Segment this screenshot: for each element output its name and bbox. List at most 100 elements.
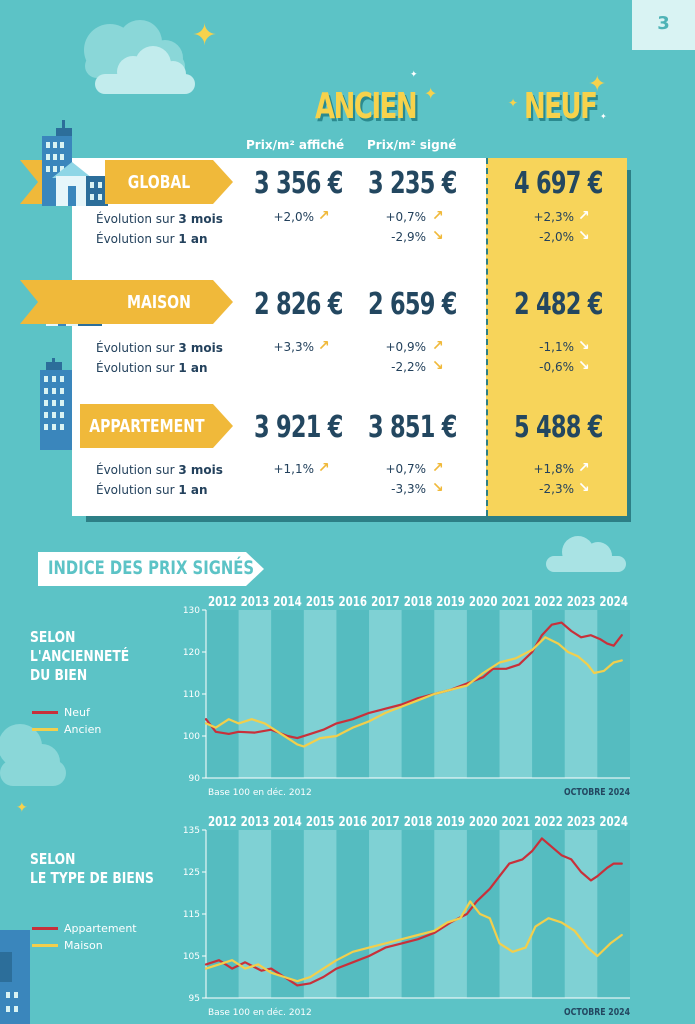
sparkle-icon: ✦ <box>16 800 28 816</box>
year-label: 2012 <box>208 815 237 830</box>
price-signe: 2 659 € <box>368 287 457 322</box>
year-band <box>466 610 500 778</box>
year-label: 2013 <box>241 595 270 610</box>
year-label: 2015 <box>306 815 335 830</box>
row-label-maison: MAISON <box>105 280 213 324</box>
y-tick-label: 95 <box>189 994 200 1004</box>
evo-value: -2,2% <box>391 360 426 374</box>
price-affiche: 3 921 € <box>254 410 343 445</box>
price-signe: 3 851 € <box>368 410 457 445</box>
col-header-affiche: Prix/m² affiché <box>246 138 345 152</box>
year-label: 2017 <box>371 595 400 610</box>
ancien-header: ANCIEN <box>315 86 418 127</box>
chart-type-biens: 2012 2013 2014 2015 2016 2017 2018 2019 2020 2021… <box>183 815 630 1018</box>
apartment-building-icon <box>40 358 72 450</box>
y-tick-label: 110 <box>183 690 200 700</box>
price-signe: 3 235 € <box>368 166 457 201</box>
year-label: 2023 <box>567 595 596 610</box>
evo-value: -1,1% <box>539 340 574 354</box>
year-band <box>499 610 533 778</box>
year-band <box>238 610 272 778</box>
evo-value: +0,7% <box>385 462 426 476</box>
chart-date-label: OCTOBRE 2024 <box>564 787 630 798</box>
evo-value: +0,9% <box>385 340 426 354</box>
evo-value: +3,3% <box>273 340 314 354</box>
evo-value: -3,3% <box>391 482 426 496</box>
neuf-header: NEUF <box>524 86 598 127</box>
evo-3m-label: Évolution sur 3 mois <box>96 341 223 355</box>
section-title-banner <box>38 552 246 586</box>
chart2-label: SELON LE TYPE DE BIENS <box>30 850 154 887</box>
building-icon <box>42 120 108 206</box>
year-band <box>271 830 304 998</box>
arrow-down-icon: ↘ <box>432 358 444 374</box>
price-neuf: 4 697 € <box>514 166 603 201</box>
year-label: 2022 <box>534 595 563 610</box>
evo-value: +1,1% <box>273 462 314 476</box>
y-tick-label: 120 <box>183 648 200 658</box>
evo-value: -0,6% <box>539 360 574 374</box>
chart-date-label: OCTOBRE 2024 <box>564 1007 630 1018</box>
year-band <box>336 610 370 778</box>
y-tick-label: 115 <box>183 910 200 920</box>
legend-item: Appartement <box>32 922 137 935</box>
arrow-up-icon: ↗ <box>318 460 330 476</box>
series-line-ancien <box>204 636 623 748</box>
evo-value: +2,3% <box>533 210 574 224</box>
year-band <box>271 610 304 778</box>
sparkle-icon: ✦ <box>424 84 438 103</box>
arrow-up-icon: ↗ <box>578 460 590 476</box>
year-label: 2017 <box>371 815 400 830</box>
year-band <box>466 830 500 998</box>
arrow-up-icon: ↗ <box>432 208 444 224</box>
year-label: 2019 <box>436 815 465 830</box>
evo-value: -2,9% <box>391 230 426 244</box>
arrow-up-icon: ↗ <box>432 338 444 354</box>
neuf-column <box>486 158 627 516</box>
sparkle-icon: ✦ <box>508 96 519 110</box>
sparkle-icon: ✦ <box>588 72 607 97</box>
evo-3m-label: Évolution sur 3 mois <box>96 212 223 226</box>
chart1-label: SELON L'ANCIENNETÉ DU BIEN <box>30 628 130 684</box>
evo-value: +1,8% <box>533 462 574 476</box>
legend-item: Ancien <box>32 723 101 736</box>
arrow-down-icon: ↘ <box>578 358 590 374</box>
cloud-decoration <box>546 536 626 572</box>
year-band <box>597 610 630 778</box>
year-band <box>369 610 402 778</box>
year-band <box>336 830 370 998</box>
legend-item: Neuf <box>32 706 90 719</box>
section-title-point <box>246 552 264 586</box>
chart-anciennete: 2012 2013 2014 2015 2016 2017 2018 2019 2020 2021… <box>183 595 630 798</box>
year-band <box>532 830 565 998</box>
y-tick-label: 90 <box>189 774 201 784</box>
evo-3m-label: Évolution sur 3 mois <box>96 463 223 477</box>
year-label: 2013 <box>241 815 270 830</box>
sparkle-icon: ✦ <box>600 112 607 121</box>
year-label: 2018 <box>404 815 433 830</box>
year-label: 2014 <box>273 815 302 830</box>
year-label: 2016 <box>338 815 367 830</box>
ribbon-tail <box>20 280 38 324</box>
evo-value: +0,7% <box>385 210 426 224</box>
y-tick-label: 125 <box>183 868 200 878</box>
year-label: 2024 <box>599 815 628 830</box>
year-band <box>434 830 467 998</box>
year-label: 2015 <box>306 595 335 610</box>
arrow-down-icon: ↘ <box>432 480 444 496</box>
year-band <box>206 610 239 778</box>
legend-item: Maison <box>32 939 103 952</box>
series-line-maison <box>204 900 623 983</box>
ribbon-point <box>213 160 233 204</box>
row-label-appartement: APPARTEMENT <box>80 404 213 448</box>
year-band <box>238 830 272 998</box>
year-label: 2014 <box>273 595 302 610</box>
year-band <box>499 830 533 998</box>
section-title: INDICE DES PRIX SIGNÉS <box>48 557 255 579</box>
arrow-up-icon: ↗ <box>578 208 590 224</box>
price-neuf: 5 488 € <box>514 410 603 445</box>
page-number: 3 <box>632 0 695 50</box>
year-band <box>369 830 402 998</box>
arrow-down-icon: ↘ <box>432 228 444 244</box>
year-label: 2024 <box>599 595 628 610</box>
